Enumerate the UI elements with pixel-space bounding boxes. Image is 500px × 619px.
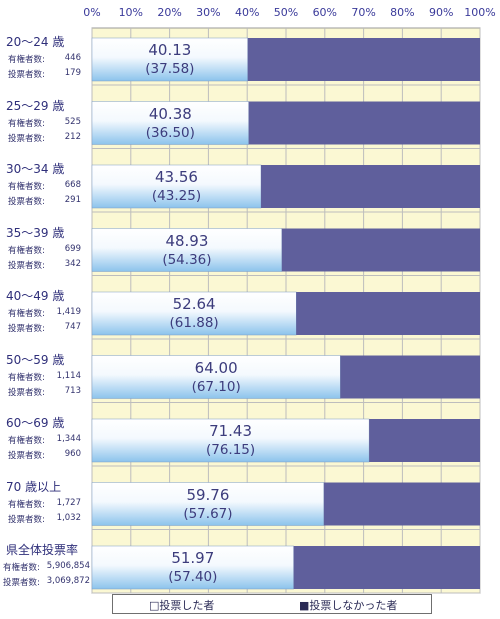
stat-value-voters: 1,032 — [56, 512, 81, 523]
bar-voted — [91, 37, 248, 82]
bar-previous-label: (36.50) — [145, 124, 195, 141]
stat-label-voters: 投票者数: — [8, 133, 45, 144]
bar-value-label: 59.76 — [186, 485, 230, 504]
bar-not-voted — [296, 292, 480, 335]
category-label: 60～69 歳 — [6, 416, 65, 430]
bar-voted — [91, 355, 341, 399]
stat-label-electors: 有権者数: — [8, 499, 45, 510]
stat-value-electors: 1,344 — [56, 434, 81, 444]
bar-voted — [91, 418, 370, 463]
stat-label-electors: 有権者数: — [8, 118, 45, 129]
bar-value-label: 51.97 — [171, 549, 215, 567]
bar-not-voted — [340, 355, 480, 399]
stat-label-electors: 有権者数: — [8, 245, 45, 256]
bar-not-voted — [293, 546, 480, 589]
stat-label-voters: 投票者数: — [8, 197, 45, 207]
stat-label-voters: 投票者数: — [8, 260, 45, 271]
bar-not-voted — [247, 38, 480, 81]
legend-item-voted: □投票した者 — [149, 599, 215, 612]
stat-label-electors: 有権者数: — [8, 182, 45, 192]
bar-voted — [91, 545, 294, 590]
bar-previous-label: (57.67) — [183, 505, 233, 522]
bar-not-voted — [261, 165, 480, 208]
stat-label-voters: 投票者数: — [8, 324, 45, 334]
bar-previous-label: (54.36) — [162, 251, 212, 268]
stat-value-voters: 212 — [64, 131, 81, 142]
bar-previous-label: (43.25) — [151, 188, 202, 204]
stat-label-voters: 投票者数: — [8, 70, 45, 80]
bar-not-voted — [323, 482, 480, 526]
x-tick-label: 0% — [83, 6, 101, 19]
bar-voted — [91, 482, 325, 526]
x-tick-label: 30% — [196, 6, 221, 19]
bar-previous-label: (57.40) — [168, 569, 218, 585]
stat-label-electors: 有権者数: — [8, 372, 45, 383]
stat-value-electors: 1,419 — [56, 307, 81, 317]
bar-value-label: 52.64 — [172, 295, 216, 313]
stat-value-electors: 1,727 — [56, 497, 81, 508]
stat-value-electors: 1,114 — [56, 370, 81, 381]
bar-value-label: 48.93 — [165, 231, 209, 250]
stat-value-voters: 3,069,872 — [46, 576, 90, 586]
bar-value-label: 40.13 — [148, 41, 192, 59]
stat-label-electors: 有権者数: — [8, 55, 45, 65]
stat-value-voters: 342 — [64, 258, 81, 269]
bar-value-label: 64.00 — [194, 358, 238, 377]
category-label: 40～49 歳 — [6, 289, 65, 303]
category-label: 70 歳以上 — [6, 479, 62, 494]
stat-value-electors: 446 — [64, 53, 81, 63]
bar-not-voted — [281, 228, 480, 272]
x-tick-label: 90% — [428, 6, 454, 19]
stat-value-voters: 179 — [64, 68, 81, 78]
x-tick-label: 50% — [273, 6, 299, 19]
category-label: 25～29 歳 — [6, 98, 65, 113]
stat-label-voters: 投票者数: — [3, 578, 40, 588]
bar-voted — [91, 291, 297, 336]
category-label: 50～59 歳 — [6, 352, 65, 367]
legend: □投票した者 ■投票しなかった者 — [112, 594, 432, 614]
category-label: 県全体投票率 — [6, 543, 79, 557]
stat-value-electors: 5,906,854 — [46, 561, 90, 571]
x-tick-label: 80% — [390, 6, 415, 19]
stat-value-electors: 699 — [64, 243, 81, 254]
bar-voted — [91, 228, 283, 272]
stat-label-voters: 投票者数: — [8, 451, 45, 461]
legend-item-not-voted: ■投票しなかった者 — [299, 599, 398, 612]
bar-value-label: 71.43 — [209, 422, 253, 440]
stat-label-electors: 有権者数: — [8, 309, 45, 319]
x-tick-label: 100% — [464, 6, 496, 19]
stat-label-voters: 投票者数: — [8, 387, 45, 398]
x-tick-label: 20% — [157, 6, 182, 19]
stat-value-voters: 960 — [64, 449, 81, 459]
bar-value-label: 40.38 — [148, 104, 192, 123]
x-tick-label: 70% — [351, 6, 376, 19]
category-label: 35～39 歳 — [6, 225, 65, 240]
bar-voted — [91, 101, 249, 145]
stat-value-voters: 291 — [64, 195, 81, 205]
stat-label-electors: 有権者数: — [3, 563, 40, 573]
bar-not-voted — [248, 101, 480, 145]
bar-not-voted — [369, 419, 480, 462]
stat-value-electors: 668 — [64, 180, 81, 190]
stat-value-electors: 525 — [64, 116, 81, 127]
bar-previous-label: (76.15) — [205, 442, 256, 458]
category-label: 20～24 歳 — [6, 35, 65, 49]
bar-previous-label: (61.88) — [169, 315, 219, 331]
stat-label-electors: 有権者数: — [8, 436, 45, 446]
stat-value-voters: 747 — [64, 322, 81, 332]
bar-voted — [91, 164, 262, 209]
category-label: 30～34 歳 — [6, 162, 65, 176]
stat-value-voters: 713 — [64, 385, 81, 396]
x-tick-label: 60% — [312, 6, 338, 19]
x-tick-label: 40% — [234, 6, 260, 19]
x-tick-label: 10% — [118, 6, 144, 19]
stat-label-voters: 投票者数: — [8, 514, 45, 525]
bar-previous-label: (67.10) — [191, 378, 241, 395]
bar-value-label: 43.56 — [155, 168, 198, 186]
bar-previous-label: (37.58) — [145, 61, 195, 77]
